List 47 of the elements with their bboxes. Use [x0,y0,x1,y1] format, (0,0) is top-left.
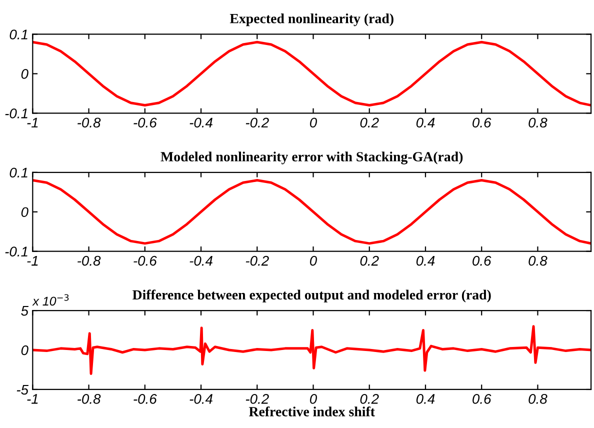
x-tick-label: -1 [27,394,38,404]
chart-title: Difference between expected output and modeled error (rad) [132,290,491,302]
y-tick-label: -0.1 [5,108,28,118]
x-tick-label: -0.8 [78,256,101,266]
x-tick-label: -0.2 [246,394,269,404]
line-series [32,325,592,375]
y-tick-label: -5 [16,384,29,395]
x-tick-label: 0.4 [416,394,435,404]
chart-title: Expected nonlinearity (rad) [230,13,394,26]
x-tick-label: -0.8 [78,394,101,404]
line-series [32,179,592,245]
y-tick-label: 5 [21,306,29,316]
y-tick-label: 0.1 [10,168,28,178]
chart-title: Modeled nonlinearity error with Stacking-GA(rad) [160,152,463,164]
x-tick-label: -0.6 [134,256,157,266]
text: x 10$^{−3}$ [32,294,69,306]
x-tick-label: 0.2 [360,394,379,404]
y-tick-label: 0 [21,345,28,356]
x-tick-label: -0.2 [246,256,269,266]
x-tick-label: 0.8 [528,256,548,266]
y-tick-label: 0 [21,207,28,218]
x-axis-title: Refrective index shift [248,406,375,416]
x-tick-label: -0.4 [190,118,212,128]
x-tick-label: -0.6 [134,394,157,404]
y-tick-label: -0.1 [5,246,28,256]
line-series [32,40,592,107]
x-tick-label: 0.8 [528,118,548,128]
x-tick-label: 0.6 [472,394,492,404]
x-tick-label: 0.8 [528,394,548,404]
x-tick-label: 0.6 [472,118,492,128]
x-tick-label: -0.2 [246,118,269,128]
x-tick-label: 0.2 [360,256,379,266]
x-tick-label: -1 [27,256,38,266]
x-tick-label: -0.6 [134,118,157,128]
x-tick-label: -0.4 [190,394,212,404]
x-tick-label: 0.2 [360,118,379,128]
x-tick-label: 0.4 [416,118,435,128]
x-tick-label: -1 [27,118,38,128]
x-tick-label: -0.4 [190,256,212,266]
x-tick-label: 0 [310,256,317,266]
y-tick-label: 0.1 [10,30,28,40]
x-tick-label: 0 [310,394,317,404]
x-tick-label: -0.8 [78,118,101,128]
x-tick-label: 0 [310,118,317,128]
x-tick-label: 0.4 [416,256,435,266]
x-tick-label: 0.6 [472,256,492,266]
y-tick-label: 0 [21,69,28,79]
